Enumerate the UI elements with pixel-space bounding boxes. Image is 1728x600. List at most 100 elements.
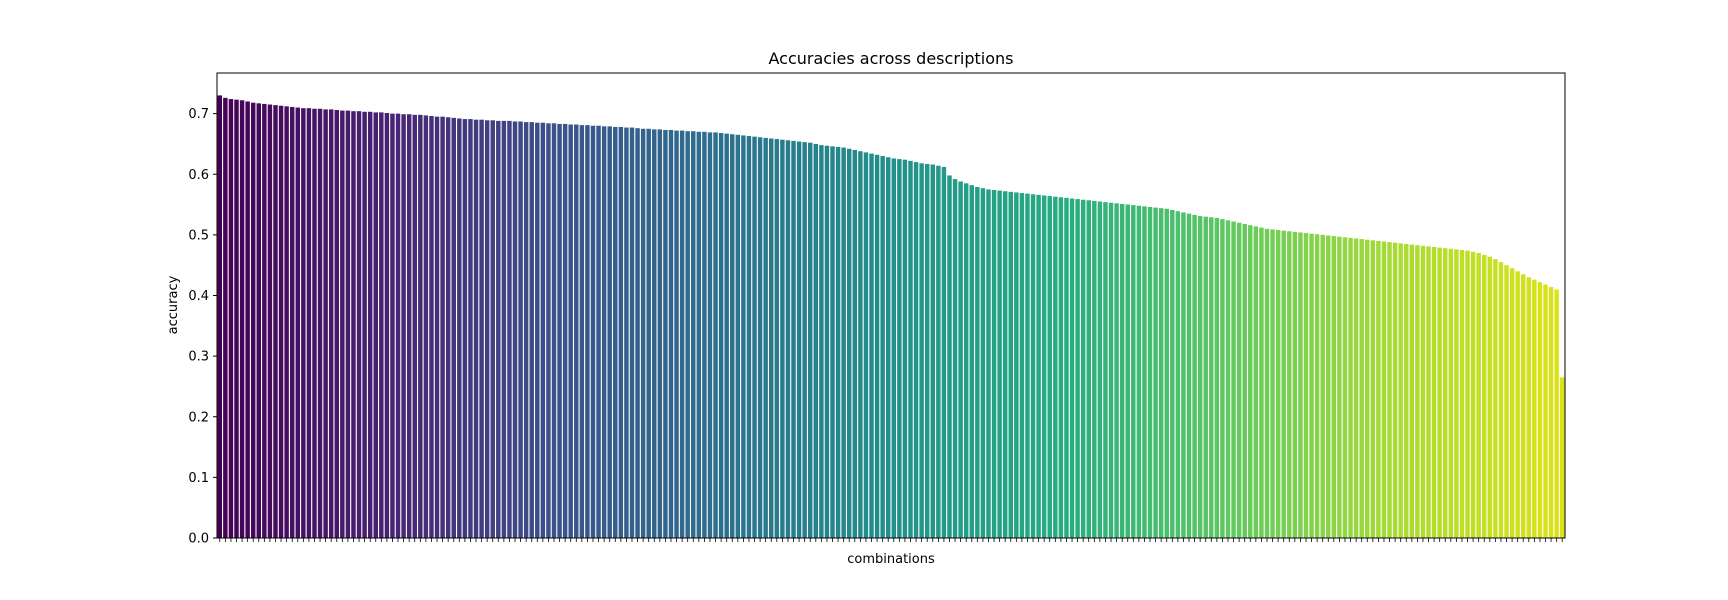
bar <box>1242 223 1247 538</box>
bar <box>1326 235 1331 539</box>
bar <box>1342 237 1348 539</box>
bar <box>741 135 746 538</box>
bar <box>289 106 295 538</box>
bar <box>373 112 378 538</box>
bar <box>473 119 479 539</box>
bar <box>718 133 724 538</box>
bar <box>1041 195 1047 538</box>
bar <box>250 102 256 539</box>
bar <box>1092 200 1097 539</box>
bar <box>936 165 941 538</box>
bar <box>557 123 562 539</box>
bar <box>819 145 824 538</box>
bar <box>1209 217 1214 539</box>
bar <box>1019 193 1025 539</box>
bar <box>457 118 462 538</box>
bar <box>691 131 696 538</box>
bar <box>941 166 947 538</box>
bar <box>958 181 963 538</box>
y-axis-ticks: 0.0 0.1 0.2 0.3 0.4 0.5 0.6 0.7 <box>188 107 217 547</box>
bar <box>874 154 880 538</box>
bar <box>1532 279 1537 538</box>
bar <box>568 124 573 538</box>
bar <box>512 121 518 538</box>
bar <box>1337 236 1342 538</box>
bar <box>529 122 534 539</box>
bar <box>1487 256 1493 538</box>
x-axis-label: combinations <box>847 552 935 567</box>
bar <box>1548 287 1554 538</box>
bar <box>863 152 869 539</box>
bar <box>902 159 908 538</box>
bar <box>1036 194 1041 539</box>
bar <box>1186 213 1192 538</box>
bar <box>1521 274 1526 538</box>
bar <box>891 158 897 539</box>
bar <box>1097 201 1103 538</box>
bar <box>640 128 646 538</box>
bar <box>317 108 323 539</box>
bar <box>668 129 674 539</box>
bar <box>306 108 312 538</box>
bar <box>390 113 395 539</box>
bar <box>808 142 813 538</box>
bar <box>780 139 785 538</box>
bar <box>1404 243 1409 538</box>
bar <box>239 100 245 538</box>
bar <box>228 99 234 538</box>
bar <box>1320 234 1325 538</box>
bar <box>1203 216 1208 538</box>
bar <box>278 105 284 539</box>
bar <box>652 129 657 538</box>
bar <box>1437 247 1442 538</box>
bar <box>1353 238 1359 538</box>
bar <box>986 189 991 538</box>
bar <box>613 126 618 539</box>
bar <box>256 103 262 538</box>
bar <box>1381 241 1387 539</box>
bar <box>590 125 596 539</box>
bar <box>1103 202 1108 538</box>
bar <box>924 163 930 538</box>
bar <box>629 127 635 538</box>
bar <box>763 137 768 538</box>
bar <box>574 124 579 538</box>
bar <box>735 134 741 538</box>
bar <box>1515 271 1520 538</box>
bar <box>841 147 846 538</box>
bar <box>217 95 223 539</box>
bar <box>540 122 546 539</box>
bar <box>1537 282 1543 538</box>
bar <box>468 119 473 538</box>
bar <box>1287 231 1292 539</box>
bar <box>234 99 239 539</box>
bar <box>646 128 651 538</box>
bar <box>501 120 507 538</box>
bar <box>1170 210 1175 538</box>
bar <box>791 140 796 538</box>
bar <box>1142 206 1147 538</box>
bar <box>752 136 757 538</box>
bar <box>406 114 412 538</box>
bar <box>913 162 919 538</box>
chart-title: Accuracies across descriptions <box>769 49 1014 68</box>
bar <box>1114 203 1119 538</box>
bar <box>1415 245 1420 538</box>
bar <box>1136 205 1142 538</box>
bar <box>1526 277 1532 538</box>
bar <box>1543 284 1548 538</box>
bar <box>1197 216 1203 538</box>
y-tick-label: 0.3 <box>188 350 209 365</box>
bar <box>1108 202 1114 539</box>
bar <box>947 175 952 538</box>
bar <box>445 117 451 538</box>
bar <box>451 117 456 539</box>
bar <box>1014 192 1019 538</box>
bar <box>774 139 780 538</box>
bar <box>401 114 406 538</box>
bar <box>657 129 663 538</box>
bar <box>1398 243 1403 539</box>
bar <box>1225 220 1231 538</box>
bar <box>813 143 819 538</box>
